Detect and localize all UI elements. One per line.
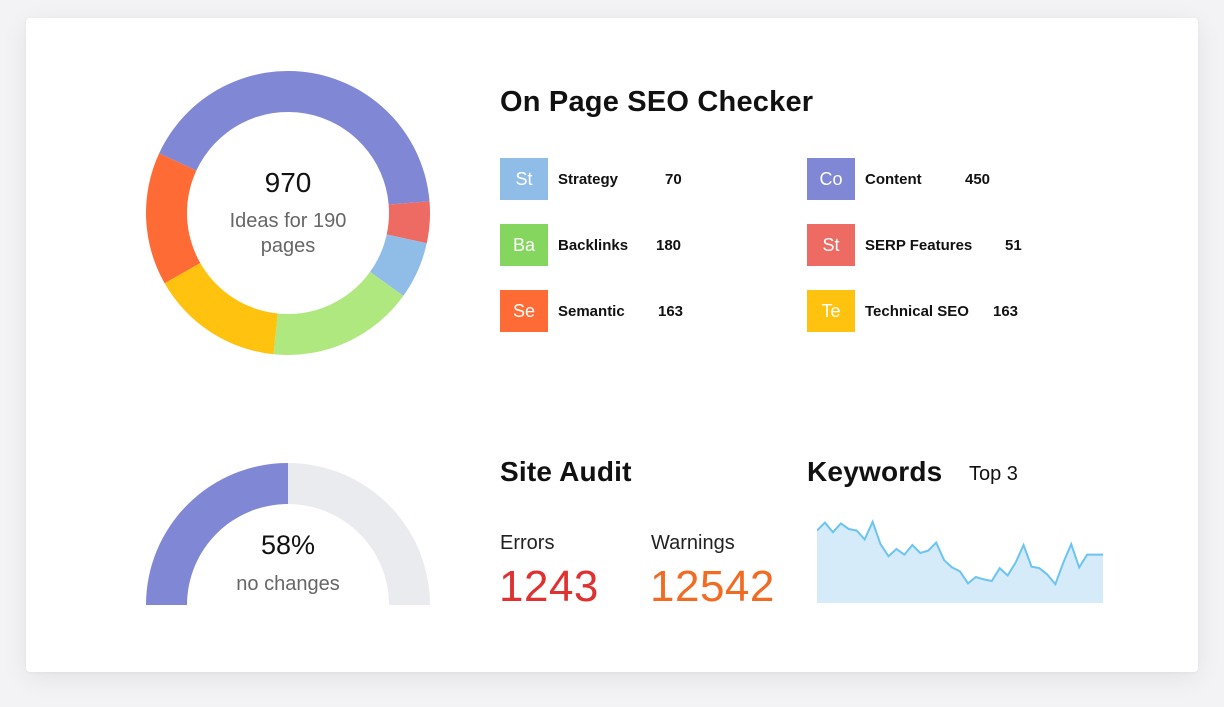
errors-value[interactable]: 1243	[499, 562, 599, 611]
keywords-title: Keywords	[807, 456, 943, 487]
warnings-label: Warnings	[651, 532, 735, 554]
category-backlinks[interactable]: Ba Backlinks 180	[500, 224, 681, 266]
technical-seo-badge: Te	[807, 290, 855, 332]
category-count: 70	[665, 170, 682, 188]
seo-checker-title: On Page SEO Checker	[500, 86, 814, 118]
donut-segment-content	[159, 71, 430, 205]
category-label: Backlinks	[558, 236, 629, 254]
ideas-total: 970	[264, 167, 312, 198]
category-count: 180	[656, 236, 682, 254]
category-technical-seo[interactable]: Te Technical SEO 163	[807, 290, 1018, 332]
changes-gauge	[146, 463, 430, 605]
category-label: Content	[865, 170, 922, 188]
category-count: 450	[965, 170, 991, 188]
donut-segment-serp-features	[386, 201, 430, 244]
backlinks-badge: Ba	[500, 224, 548, 266]
donut-segment-technical-seo	[164, 262, 278, 355]
category-label: Strategy	[558, 170, 619, 188]
category-count: 51	[1005, 236, 1022, 254]
sparkline-line	[817, 519, 1103, 587]
category-content[interactable]: Co Content 450	[807, 158, 990, 200]
gauge-fill	[146, 463, 288, 605]
donut-segment-backlinks	[273, 271, 404, 355]
gauge-center: 58% no changes	[146, 530, 430, 596]
ideas-caption: Ideas for 190 pages	[229, 210, 347, 257]
donut-center: 970 Ideas for 190 pages	[146, 71, 430, 355]
strategy-badge: St	[500, 158, 548, 200]
category-count: 163	[993, 302, 1019, 320]
gauge-caption: no changes	[236, 573, 340, 595]
site-audit-title: Site Audit	[500, 456, 632, 487]
gauge-percent: 58%	[260, 530, 316, 560]
category-count: 163	[658, 302, 684, 320]
donut-segment-semantic	[146, 153, 201, 284]
keywords-sparkline	[817, 519, 1103, 603]
ideas-donut-chart	[146, 71, 430, 355]
content-badge: Co	[807, 158, 855, 200]
category-label: Semantic	[558, 302, 625, 320]
category-serp-features[interactable]: St SERP Features 51	[807, 224, 1022, 266]
warnings-value[interactable]: 12542	[650, 562, 775, 611]
category-label: Technical SEO	[865, 302, 969, 320]
keywords-subtitle: Top 3	[969, 463, 1018, 485]
donut-segment-strategy	[370, 234, 427, 296]
category-semantic[interactable]: Se Semantic 163	[500, 290, 683, 332]
category-strategy[interactable]: St Strategy 70	[500, 158, 682, 200]
semantic-badge: Se	[500, 290, 548, 332]
category-label: SERP Features	[865, 236, 973, 254]
serp-features-badge: St	[807, 224, 855, 266]
errors-label: Errors	[500, 532, 555, 554]
sparkline-area	[817, 521, 1103, 603]
